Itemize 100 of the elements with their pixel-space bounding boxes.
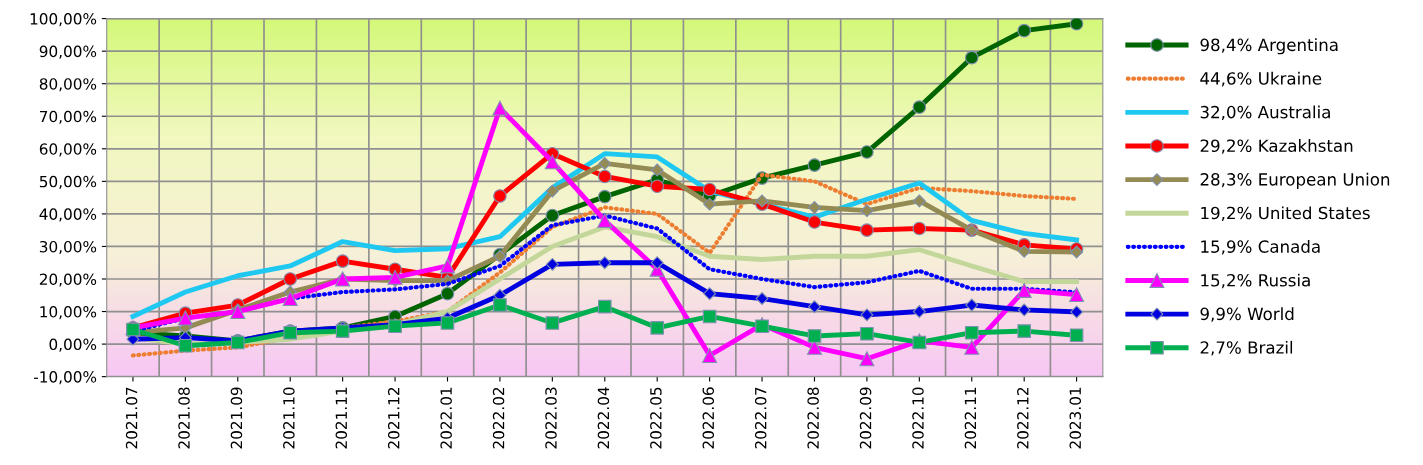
y-tick-label: 90,00% [39, 45, 97, 59]
x-tick-label: 2022.09 [859, 387, 872, 449]
legend-label: 15,9% Canada [1201, 240, 1320, 255]
point [1069, 18, 1084, 31]
legend-label: 19,2% United States [1201, 206, 1370, 221]
point [912, 221, 927, 236]
point [860, 326, 874, 341]
x-tick-label: 2022.11 [964, 387, 977, 449]
point [859, 351, 875, 367]
x-tick-label: 2023.01 [1069, 387, 1082, 449]
legend-label: 15,2% Russia [1201, 273, 1310, 289]
point [755, 292, 769, 305]
x-tick-label: 2021.07 [125, 387, 138, 449]
point [912, 305, 926, 318]
x-tick-label: 2022.10 [912, 387, 924, 449]
point [1017, 244, 1031, 258]
y-tick-label: 0,00% [49, 338, 97, 352]
point [282, 291, 298, 307]
legend-label: 28,3% European Union [1200, 172, 1390, 189]
point [807, 215, 822, 229]
point [964, 325, 979, 340]
point [335, 254, 350, 268]
point [493, 189, 507, 203]
x-tick-label: 2022.06 [702, 387, 715, 449]
x-tick-label: 2022.07 [754, 387, 767, 449]
x-tick-label: 2021.11 [335, 387, 348, 449]
legend-label: 98,4% Argentina [1200, 38, 1338, 55]
point [545, 208, 560, 223]
x-tick-label: 2022.04 [597, 387, 610, 449]
point [598, 156, 612, 170]
point [545, 316, 560, 330]
point [702, 309, 717, 324]
x-tick-label: 2021.08 [178, 387, 190, 449]
x-tick-label: 2021.09 [230, 387, 243, 449]
point [650, 256, 664, 270]
point [545, 257, 559, 271]
x-tick-label: 2022.01 [440, 387, 452, 449]
y-tick-label: 40,00% [39, 208, 97, 222]
point [650, 321, 665, 335]
point [493, 298, 507, 312]
point [283, 272, 298, 286]
point [860, 145, 874, 159]
point [1017, 303, 1031, 317]
point [703, 287, 717, 301]
y-tick-label: 80,00% [39, 78, 97, 92]
y-tick-label: 30,00% [39, 240, 97, 255]
point [597, 212, 613, 228]
legend-label: 29,2% Kazakhstan [1200, 139, 1353, 154]
point [178, 338, 193, 353]
x-tick-label: 2022.05 [650, 387, 662, 449]
x-tick-label: 2022.08 [807, 387, 819, 449]
point [703, 197, 717, 211]
point [807, 329, 822, 343]
point [912, 100, 927, 114]
point [177, 310, 193, 326]
point [439, 258, 455, 274]
point [912, 194, 926, 208]
legend-label: 44,6% Ukraine [1200, 71, 1322, 87]
point [808, 200, 821, 214]
y-tick-label: 10,00% [40, 306, 97, 320]
point [808, 300, 821, 314]
point [650, 163, 664, 177]
y-tick-label: 70,00% [40, 110, 97, 124]
point [1070, 305, 1084, 319]
point [650, 179, 665, 194]
y-tick-label: 60,00% [39, 143, 97, 157]
x-tick-label: 2021.12 [387, 387, 400, 449]
point [440, 316, 455, 330]
point [807, 158, 822, 172]
x-tick-label: 2022.02 [492, 387, 505, 449]
x-tick-label: 2022.12 [1017, 387, 1029, 449]
line-series [130, 172, 1079, 358]
point [598, 256, 612, 270]
point [860, 223, 874, 237]
point [492, 100, 508, 116]
legend-label: 9,9% World [1200, 307, 1294, 322]
point [597, 299, 612, 314]
point [964, 50, 979, 65]
point [597, 169, 612, 184]
point [860, 308, 874, 322]
point [702, 347, 718, 363]
point [1017, 324, 1031, 338]
point [440, 286, 455, 301]
legend-label: 2,7% Brazil [1200, 340, 1293, 356]
point [387, 269, 403, 285]
point [597, 189, 612, 204]
x-tick-label: 2021.10 [283, 387, 295, 449]
point [544, 154, 560, 170]
point [702, 182, 717, 197]
y-tick-label: 50,00% [39, 175, 97, 189]
point [860, 204, 874, 218]
x-tick-label: 2022.03 [545, 387, 557, 449]
point [964, 339, 980, 355]
point [965, 298, 979, 312]
point [1069, 287, 1085, 303]
point [1016, 282, 1032, 298]
y-tick-label: -10,00% [33, 371, 97, 385]
legend-label: 32,0% Australia [1200, 105, 1330, 121]
point [1069, 328, 1084, 343]
y-tick-label: 100,00% [30, 13, 97, 27]
